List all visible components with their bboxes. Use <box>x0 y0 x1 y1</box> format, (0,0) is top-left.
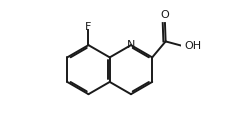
Text: F: F <box>85 23 91 32</box>
Text: N: N <box>126 40 135 50</box>
Text: OH: OH <box>184 41 201 51</box>
Text: O: O <box>160 10 169 20</box>
